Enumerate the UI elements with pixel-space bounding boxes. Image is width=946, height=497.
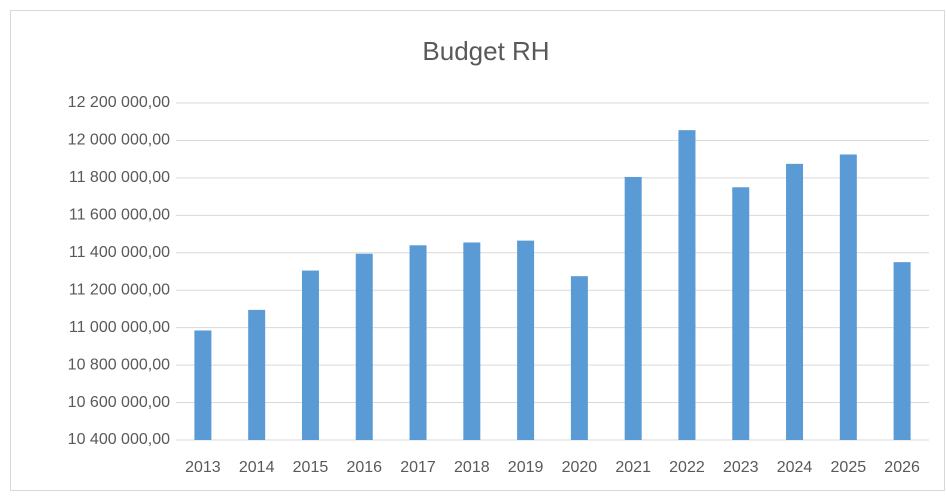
y-tick-label: 12 000 000,00	[68, 132, 170, 149]
bar	[301, 270, 319, 440]
bar	[839, 154, 857, 440]
bar	[248, 309, 266, 440]
x-tick-label: 2019	[508, 459, 544, 476]
x-tick-label: 2017	[400, 459, 436, 476]
bar	[570, 276, 588, 440]
y-tick-label: 10 800 000,00	[68, 356, 170, 373]
chart-title: Budget RH	[422, 36, 549, 66]
x-tick-label: 2016	[346, 459, 382, 476]
x-tick-label: 2013	[185, 459, 221, 476]
x-tick-label: 2021	[615, 459, 651, 476]
x-tick-label: 2023	[723, 459, 759, 476]
x-tick-label: 2025	[831, 459, 867, 476]
x-tick-label: 2026	[884, 459, 920, 476]
bar	[355, 253, 373, 440]
y-tick-label: 10 600 000,00	[68, 394, 170, 411]
y-tick-label: 11 000 000,00	[69, 319, 170, 336]
y-tick-label: 11 800 000,00	[69, 169, 170, 186]
x-tick-label: 2022	[669, 459, 705, 476]
bar	[732, 187, 750, 440]
bar	[678, 130, 696, 440]
bar	[194, 330, 212, 440]
bar	[893, 262, 911, 440]
y-tick-label: 12 200 000,00	[68, 94, 170, 111]
bar	[786, 163, 804, 440]
bar	[409, 245, 427, 440]
x-tick-label: 2024	[777, 459, 813, 476]
bar	[463, 242, 481, 440]
x-tick-label: 2014	[239, 459, 275, 476]
x-tick-label: 2015	[293, 459, 329, 476]
x-tick-label: 2018	[454, 459, 490, 476]
x-tick-label: 2020	[562, 459, 598, 476]
bar	[624, 176, 642, 441]
y-tick-label: 10 400 000,00	[68, 431, 170, 448]
y-tick-label: 11 600 000,00	[69, 207, 170, 224]
bar	[517, 240, 535, 440]
y-tick-label: 11 400 000,00	[69, 244, 170, 261]
y-tick-label: 11 200 000,00	[69, 281, 170, 298]
